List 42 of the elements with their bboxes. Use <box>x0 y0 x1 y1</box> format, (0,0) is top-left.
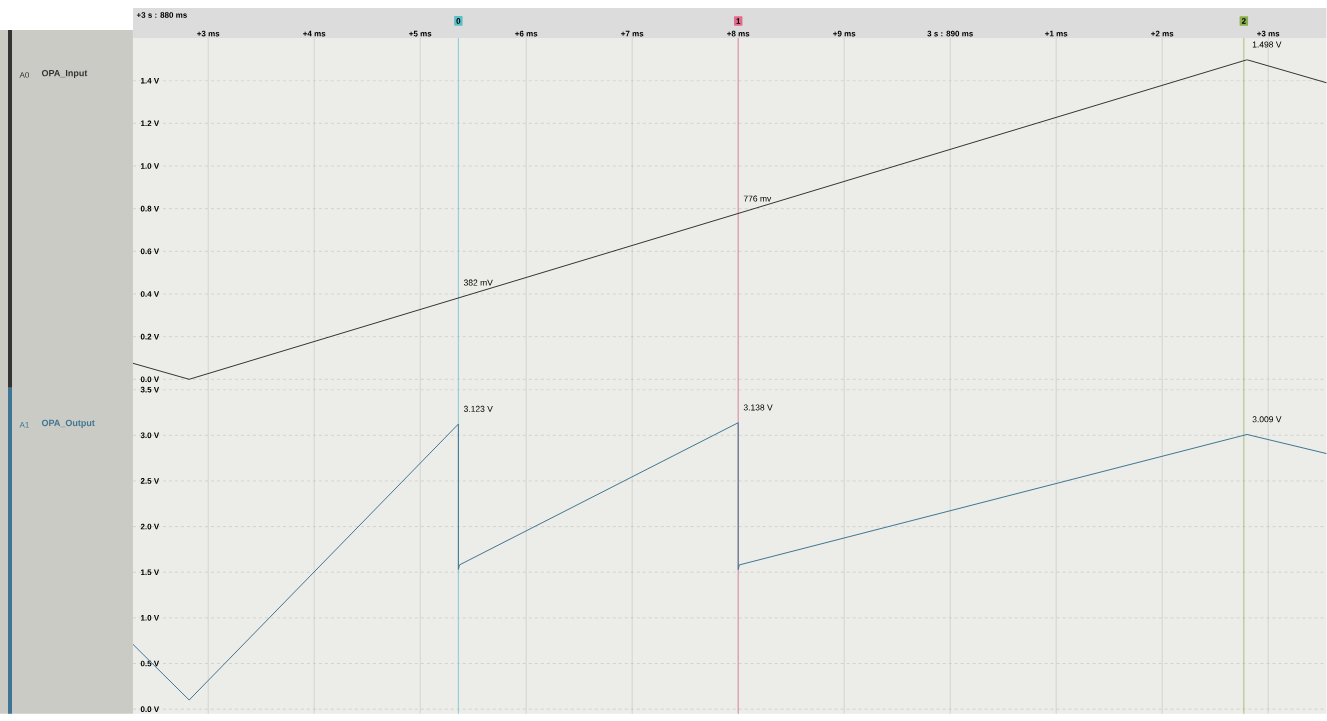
x-tick-label: +5 ms <box>409 31 432 37</box>
y-tick-label: 0.8 V <box>140 206 160 212</box>
y-tick-label: 1.5 V <box>140 569 160 576</box>
annotation: 3.009 V <box>1252 416 1282 423</box>
y-tick-label: 0.2 V <box>140 334 160 340</box>
x-tick-label: +6 ms <box>515 30 538 37</box>
text: OPA_Input <box>41 70 88 79</box>
annotation: 2 <box>1241 18 1246 24</box>
line-series <box>132 59 1327 381</box>
y-tick-label: 0.0 V <box>140 706 160 713</box>
annotation: 3.123 V <box>463 406 493 413</box>
y-tick-label: 2.0 V <box>140 523 160 530</box>
x-tick-label: +7 ms <box>621 31 644 37</box>
x-tick-label: +3 ms <box>197 30 220 37</box>
y-tick-label: 3.0 V <box>140 432 160 439</box>
y-tick-label: 0.5 V <box>140 660 160 667</box>
x2-tick-label: 3 s : 890 ms <box>927 30 973 37</box>
x-tick-label: +9 ms <box>833 30 856 37</box>
x-tick-label: +8 ms <box>727 30 750 37</box>
y-tick-label: 0.4 V <box>140 291 160 298</box>
text: +3 s : 880 ms <box>136 12 187 19</box>
y-tick-label: 0.0 V <box>140 376 160 383</box>
text: A1 <box>19 422 29 428</box>
x-tick-label: +4 ms <box>303 31 326 37</box>
y-tick-label: 1.0 V <box>140 163 160 170</box>
annotation: 1.498 V <box>1252 41 1282 48</box>
x2-tick-label: +2 ms <box>1151 30 1174 37</box>
line-series <box>132 422 1327 701</box>
annotation: 3.138 V <box>743 404 773 411</box>
text: A0 <box>19 72 30 78</box>
y-tick-label: 1.4 V <box>140 78 160 84</box>
y-tick-label: 2.5 V <box>140 478 160 484</box>
annotation: 1 <box>736 18 741 24</box>
annotation: 382 mV <box>463 279 493 286</box>
y-tick-label: 1.0 V <box>140 615 160 621</box>
y-tick-label: 0.6 V <box>140 248 160 255</box>
y-tick-label: 1.2 V <box>140 120 160 127</box>
y-tick-label: 3.5 V <box>140 387 160 393</box>
annotation: 0 <box>456 18 461 24</box>
x2-tick-label: +1 ms <box>1045 31 1068 37</box>
text: OPA_Output <box>41 419 95 429</box>
annotation: 776 mv <box>743 195 772 202</box>
